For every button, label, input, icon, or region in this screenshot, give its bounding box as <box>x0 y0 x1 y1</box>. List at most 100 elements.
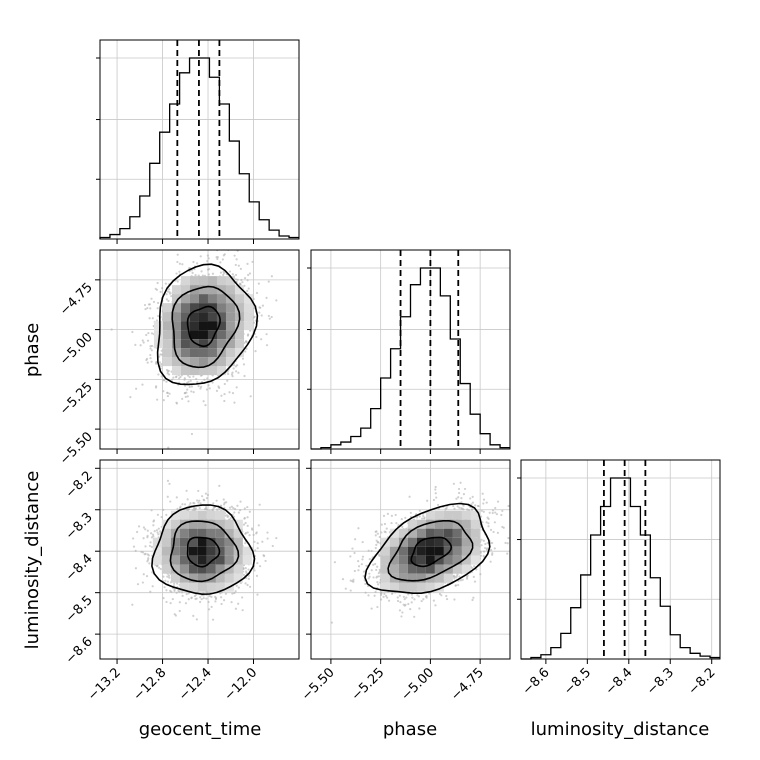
sample-point <box>166 479 170 482</box>
sample-point <box>244 567 247 570</box>
sample-point <box>481 492 484 495</box>
sample-point <box>418 607 421 610</box>
density-cell <box>470 537 480 547</box>
sample-point <box>166 370 169 373</box>
sample-point <box>219 271 223 274</box>
sample-point <box>456 574 459 577</box>
sample-point <box>237 602 240 605</box>
histogram-panel-geocent-time <box>96 39 300 240</box>
sample-point <box>159 530 162 533</box>
sample-point <box>453 507 456 510</box>
sample-point <box>258 565 262 568</box>
sample-point <box>190 390 193 393</box>
sample-point <box>183 391 187 395</box>
density-cell <box>461 510 471 520</box>
density-cell <box>443 546 453 556</box>
density-cell <box>162 330 172 340</box>
sample-point <box>361 540 364 544</box>
sample-point <box>401 611 404 614</box>
sample-point <box>141 339 144 342</box>
density-cell <box>180 357 190 367</box>
sample-point <box>245 570 248 573</box>
sample-point <box>396 599 400 603</box>
sample-point <box>208 387 211 390</box>
y-tick-label: −4.75 <box>57 280 96 319</box>
sample-point <box>360 563 363 566</box>
sample-point <box>192 391 195 394</box>
sample-point <box>231 375 234 378</box>
sample-point <box>176 253 179 256</box>
y-axis-label-luminosity-distance: luminosity_distance <box>22 471 43 650</box>
sample-point <box>193 502 196 505</box>
sample-point <box>271 544 274 548</box>
sample-point <box>184 602 188 605</box>
sample-point <box>236 278 239 281</box>
sample-point <box>203 508 207 511</box>
sample-point <box>218 507 221 510</box>
density-cell <box>207 339 217 349</box>
sample-point <box>485 521 488 524</box>
sample-point <box>167 299 170 303</box>
sample-point <box>210 605 213 608</box>
sample-point <box>261 540 264 543</box>
sample-point <box>195 499 199 502</box>
density-cell <box>198 330 208 340</box>
sample-point <box>423 517 426 520</box>
x-tick-label: −8.6 <box>520 665 553 698</box>
sample-point <box>175 401 178 404</box>
density-cell <box>407 573 417 583</box>
sample-point <box>246 334 250 337</box>
sample-point <box>239 509 242 512</box>
sample-point <box>482 510 485 513</box>
sample-point <box>386 596 389 599</box>
sample-point <box>491 541 494 545</box>
density-cell <box>443 573 453 583</box>
sample-point <box>200 598 203 601</box>
sample-point <box>165 368 169 372</box>
sample-point <box>150 360 153 363</box>
sample-point <box>489 528 493 532</box>
sample-point <box>226 379 229 382</box>
sample-point <box>380 523 383 526</box>
sample-point <box>169 292 172 295</box>
sample-point <box>188 385 191 389</box>
sample-point <box>205 597 208 600</box>
sample-point <box>267 314 270 318</box>
density-cell <box>380 573 390 583</box>
sample-point <box>249 395 252 398</box>
density-cell <box>380 546 390 556</box>
density-cell <box>452 528 462 538</box>
sample-point <box>206 254 209 257</box>
sample-point <box>472 575 475 578</box>
density-cell <box>153 330 163 340</box>
density-cell <box>398 573 408 583</box>
density-cell <box>380 582 390 592</box>
sample-point <box>453 577 456 580</box>
sample-point <box>265 296 268 300</box>
density-cell <box>425 564 435 574</box>
density-cell <box>434 519 444 529</box>
sample-point <box>436 503 440 507</box>
sample-point <box>157 527 160 530</box>
sample-point <box>146 306 149 310</box>
density-cell <box>189 303 199 313</box>
sample-point <box>459 481 462 484</box>
sample-point <box>479 554 483 557</box>
sample-point <box>220 394 223 397</box>
sample-point <box>150 332 154 335</box>
density-cell <box>416 537 426 547</box>
sample-point <box>149 590 152 593</box>
density-cell <box>179 546 189 556</box>
density-cell <box>407 519 417 529</box>
sample-point <box>129 396 132 399</box>
density-cell <box>380 555 390 565</box>
density-cell <box>407 546 417 556</box>
sample-point <box>452 504 455 508</box>
density-cell <box>452 510 462 520</box>
y-tick-label: −8.6 <box>63 634 96 667</box>
y-tick-label: −5.50 <box>57 429 96 468</box>
density-cell <box>461 537 471 547</box>
panel-content <box>110 250 278 449</box>
sample-point <box>426 499 429 502</box>
sample-point <box>250 527 254 530</box>
